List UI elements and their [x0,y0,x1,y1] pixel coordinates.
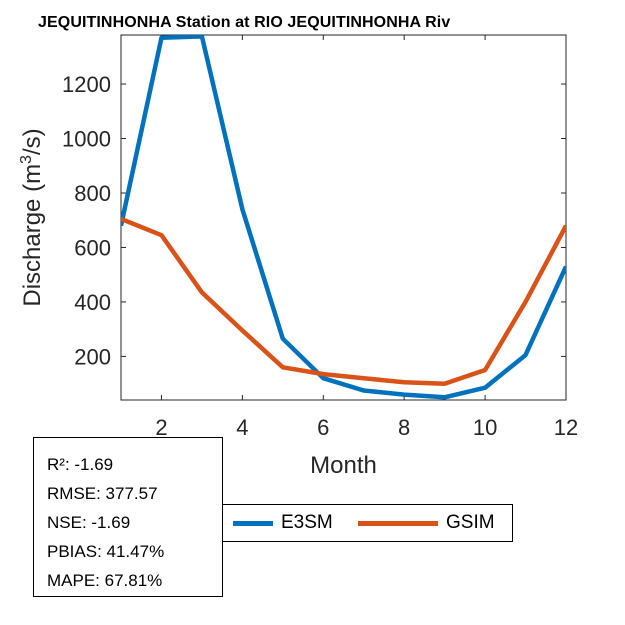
stat-mape: MAPE: 67.81% [47,571,163,590]
legend-swatch-gsim [358,520,438,526]
x-tick-label: 6 [317,415,329,440]
stats-box: R²: -1.69 RMSE: 377.57 NSE: -1.69 PBIAS:… [33,437,223,597]
stat-r2: R²: -1.69 [47,455,114,474]
legend-item-gsim: GSIM [358,505,495,541]
stat-nse: NSE: -1.69 [47,513,131,532]
legend-label-gsim: GSIM [446,512,495,533]
plot-area [120,34,567,401]
chart-title: JEQUITINHONHA Station at RIO JEQUITINHON… [38,14,451,31]
legend-item-e3sm: E3SM [233,505,333,541]
x-tick-label: 2 [155,415,167,440]
x-tick-label: 12 [554,415,578,440]
y-tick-label: 600 [74,235,111,260]
y-tick-label: 400 [74,290,111,315]
legend-label-e3sm: E3SM [281,512,333,533]
legend: E3SM GSIM [223,504,513,542]
series-line-e3sm [121,35,566,400]
stat-pbias: PBIAS: 41.47% [47,542,165,561]
series-line-gsim [121,216,566,386]
y-tick-label: 1200 [62,72,111,97]
x-tick-label: 8 [398,415,410,440]
y-tick-label: 200 [74,344,111,369]
x-axis-label: Month [310,452,377,479]
y-tick-label: 800 [74,181,111,206]
x-tick-label: 4 [236,415,248,440]
y-tick-label: 1000 [62,127,111,152]
y-axis-label: Discharge (m3/s) [18,128,46,306]
legend-swatch-e3sm [233,520,273,526]
stat-rmse: RMSE: 377.57 [47,484,158,503]
x-tick-label: 10 [473,415,497,440]
